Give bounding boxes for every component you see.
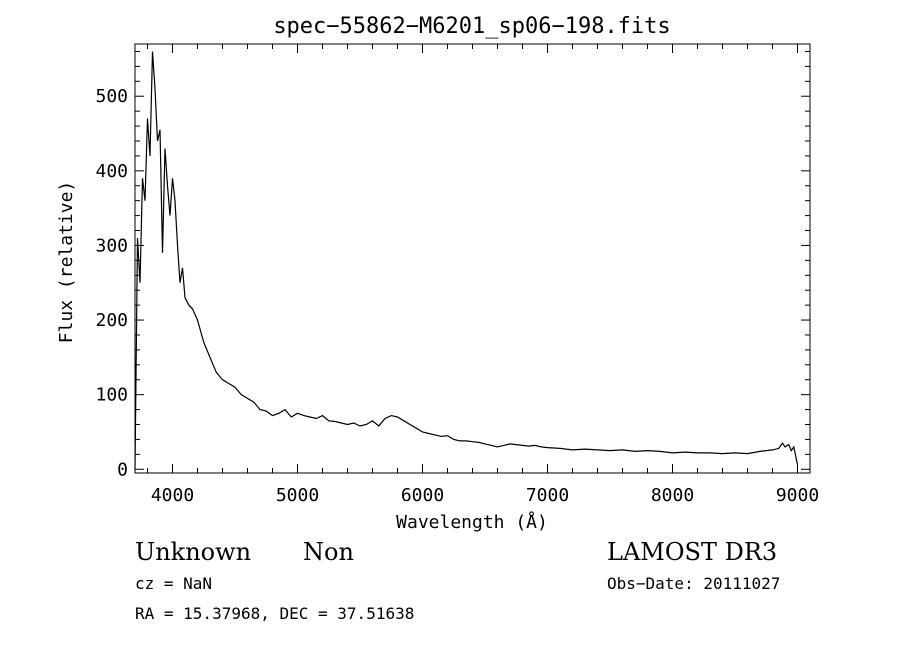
y-tick-label: 100 [95, 385, 128, 406]
y-tick-label: 300 [95, 235, 128, 256]
plot-border [134, 43, 811, 474]
obs-date-text: Obs−Date: 20111027 [607, 574, 781, 593]
y-tick-label: 500 [95, 86, 128, 107]
y-tick-label: 0 [117, 459, 128, 480]
x-axis-ticks: 4000 5000 6000 7000 8000 9000 [147, 44, 819, 506]
y-tick-label: 200 [95, 310, 128, 331]
survey-label: LAMOST DR3 [607, 538, 778, 566]
x-tick-label: 5000 [276, 485, 319, 506]
x-tick-label: 6000 [401, 485, 444, 506]
x-axis-label: Wavelength (Å) [396, 511, 548, 533]
spectrum-line [134, 51, 799, 470]
chart-title: spec−55862−M6201_sp06−198.fits [273, 14, 670, 39]
subclass-label: Non [303, 538, 354, 566]
x-tick-label: 4000 [151, 485, 194, 506]
x-tick-label: 7000 [526, 485, 569, 506]
x-tick-label: 9000 [776, 485, 819, 506]
class-label: Unknown [135, 538, 252, 566]
x-tick-label: 8000 [651, 485, 694, 506]
y-tick-label: 400 [95, 161, 128, 182]
plot-frame [134, 43, 811, 474]
y-axis-ticks: 0 100 200 300 400 500 [95, 50, 810, 480]
y-axis-label: Flux (relative) [56, 181, 77, 344]
coordinates-text: RA = 15.37968, DEC = 37.51638 [135, 604, 415, 623]
redshift-text: cz = NaN [135, 574, 213, 593]
